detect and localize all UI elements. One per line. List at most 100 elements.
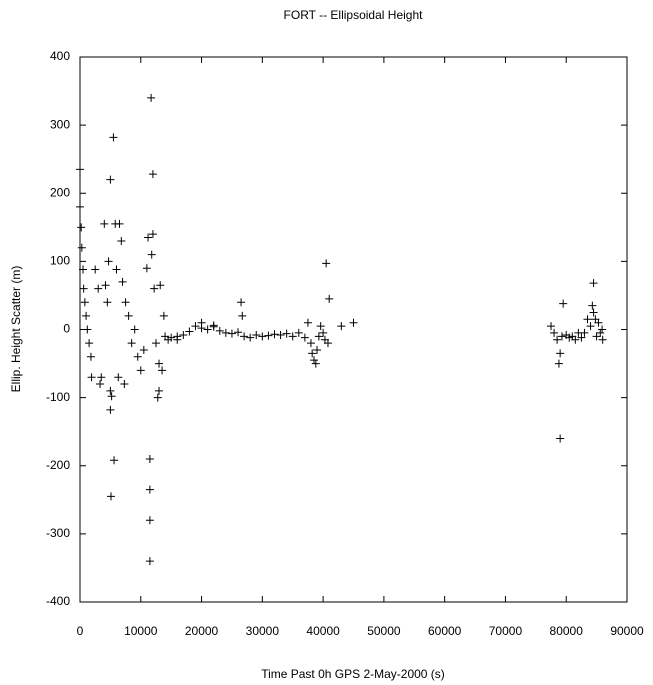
data-point — [598, 335, 607, 344]
data-point — [556, 349, 565, 358]
y-tick-label: -400 — [46, 594, 70, 608]
x-tick-label: 20000 — [185, 624, 219, 638]
x-tick-label: 90000 — [610, 624, 644, 638]
data-point — [79, 265, 88, 274]
data-point — [159, 311, 168, 320]
data-point — [227, 329, 236, 338]
data-point — [155, 359, 164, 368]
data-point — [316, 322, 325, 331]
data-point — [337, 322, 346, 331]
data-point — [571, 335, 580, 344]
x-tick-label: 50000 — [367, 624, 401, 638]
data-point — [120, 380, 129, 388]
data-point — [282, 329, 291, 338]
data-point — [173, 335, 182, 344]
data-point — [550, 328, 559, 337]
data-point — [308, 349, 317, 358]
data-point — [215, 326, 224, 335]
data-point — [589, 279, 598, 288]
data-point — [147, 93, 156, 102]
data-point — [598, 325, 607, 334]
data-point — [577, 333, 586, 342]
data-point — [314, 332, 323, 341]
data-point — [139, 345, 148, 354]
data-point — [311, 359, 320, 368]
data-point — [592, 332, 601, 341]
data-point — [252, 330, 261, 339]
data-point — [580, 328, 589, 337]
data-point — [101, 281, 110, 290]
data-point — [319, 328, 328, 337]
data-point — [115, 219, 124, 228]
data-point — [323, 339, 332, 348]
data-point — [155, 386, 164, 395]
data-point — [300, 333, 309, 342]
data-point — [589, 308, 598, 317]
data-point — [237, 298, 246, 307]
data-point — [179, 330, 188, 339]
data-point — [156, 281, 165, 290]
data-point — [82, 311, 91, 320]
data-point — [557, 332, 566, 341]
x-tick-label: 80000 — [550, 624, 584, 638]
y-tick-label: 200 — [50, 185, 70, 199]
data-point — [145, 485, 154, 494]
data-point — [288, 332, 297, 341]
data-point — [103, 298, 112, 307]
data-point — [191, 322, 200, 331]
data-point — [264, 331, 273, 340]
y-tick-label: -100 — [46, 390, 70, 404]
data-point — [94, 284, 103, 293]
data-point — [148, 230, 157, 239]
data-point — [596, 328, 605, 337]
data-point — [554, 359, 563, 368]
data-point — [583, 315, 592, 324]
data-point — [221, 328, 230, 337]
data-point — [547, 322, 556, 331]
data-point — [303, 318, 312, 327]
data-point — [144, 233, 153, 242]
data-point — [145, 516, 154, 525]
data-point — [158, 366, 167, 375]
data-point — [136, 366, 145, 375]
data-point — [106, 405, 115, 414]
y-axis-label: Ellip. Height Scatter (m) — [9, 266, 23, 393]
data-point — [294, 328, 303, 337]
data-point — [121, 298, 130, 307]
data-point — [553, 335, 562, 344]
data-point — [153, 393, 162, 402]
data-point — [96, 380, 105, 388]
data-point — [148, 170, 157, 179]
data-point — [142, 264, 151, 273]
data-point — [127, 339, 136, 348]
data-point — [150, 284, 159, 293]
data-point — [559, 299, 568, 308]
data-point — [118, 277, 127, 286]
data-point — [349, 318, 358, 327]
x-tick-label: 10000 — [124, 624, 158, 638]
data-point — [309, 356, 318, 365]
x-tick-label: 0 — [77, 624, 84, 638]
x-tick-label: 40000 — [306, 624, 340, 638]
data-point — [306, 339, 315, 348]
data-point — [234, 328, 243, 337]
data-point — [109, 133, 118, 142]
data-point — [100, 219, 109, 228]
data-point — [151, 339, 160, 348]
data-point — [185, 327, 194, 336]
y-tick-label: -200 — [46, 458, 70, 472]
data-point — [97, 373, 106, 382]
data-point — [130, 325, 139, 334]
data-point — [112, 265, 121, 274]
data-point — [240, 332, 249, 341]
y-tick-label: -300 — [46, 526, 70, 540]
chart-title: FORT -- Ellipsoidal Height — [284, 8, 424, 22]
x-tick-label: 60000 — [428, 624, 462, 638]
data-point — [246, 333, 255, 342]
data-point — [258, 332, 267, 341]
data-point — [117, 236, 126, 245]
data-point — [106, 492, 115, 501]
y-tick-label: 0 — [63, 322, 70, 336]
